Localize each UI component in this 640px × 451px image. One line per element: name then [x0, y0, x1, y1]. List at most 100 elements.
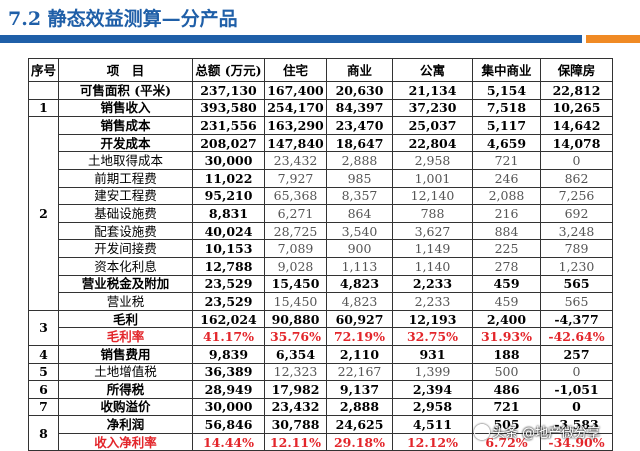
- row-label: 净利润: [58, 415, 193, 434]
- value-cell: 1,001: [392, 168, 473, 188]
- value-cell: 7,518: [472, 98, 541, 118]
- row-index: 1: [28, 98, 59, 118]
- value-cell: 486: [472, 380, 541, 399]
- value-cell: 2,394: [392, 380, 473, 399]
- table-row: 资本化利息 12,788 9,028 1,113 1,140 278 1,230: [29, 256, 613, 276]
- value-cell: 40,024: [192, 221, 265, 241]
- value-cell: 11,022: [192, 168, 265, 188]
- row-label: 销售成本: [58, 116, 193, 135]
- value-cell: 12.11%: [264, 432, 327, 451]
- row-label: 开发成本: [58, 133, 193, 153]
- value-cell: 246: [472, 168, 541, 188]
- value-cell: 24,625: [326, 415, 393, 434]
- row-label: 销售收入: [58, 98, 193, 118]
- value-cell: 35.76%: [264, 327, 327, 346]
- row-label: 可售面积 (平米): [58, 81, 193, 100]
- value-cell: 7,089: [264, 239, 327, 258]
- value-cell: 22,167: [326, 362, 393, 382]
- value-cell: 30,788: [264, 415, 327, 434]
- value-cell: 20,630: [326, 81, 393, 100]
- header-cell: 集中商业: [472, 58, 541, 82]
- value-cell: 22,812: [540, 81, 613, 100]
- value-cell: 12,788: [192, 256, 265, 276]
- table-row: 开发间接费 10,153 7,089 900 1,149 225 789: [29, 239, 613, 258]
- value-cell: 23,529: [192, 292, 265, 311]
- value-cell: 4,823: [326, 292, 393, 311]
- value-cell: 4,659: [472, 133, 541, 153]
- value-cell: 36,389: [192, 362, 265, 382]
- value-cell: 565: [540, 292, 613, 311]
- value-cell: 216: [472, 204, 541, 223]
- row-index: [28, 81, 59, 100]
- row-label: 前期工程费: [58, 168, 193, 188]
- row-label: 基础设施费: [58, 204, 193, 223]
- value-cell: 72.19%: [326, 327, 393, 346]
- row-label: 毛利: [58, 309, 193, 329]
- table-row: 7 收购溢价 30,000 23,432 2,888 2,958 721 0: [28, 397, 613, 417]
- value-cell: 862: [540, 168, 613, 188]
- row-label: 销售费用: [58, 344, 193, 364]
- value-cell: 15,450: [264, 274, 327, 294]
- value-cell: 29.18%: [326, 432, 393, 451]
- value-cell: 23,470: [326, 116, 393, 135]
- header-cell: 公寓: [392, 58, 473, 82]
- value-cell: 788: [392, 204, 473, 223]
- value-cell: 459: [472, 292, 541, 311]
- title-underline-orange: [586, 35, 640, 43]
- value-cell: 15,450: [264, 292, 327, 311]
- value-cell: 9,839: [192, 344, 265, 364]
- row-label: 营业税: [58, 292, 193, 311]
- value-cell: -4,377: [540, 309, 613, 329]
- page-title: 7.2 静态效益测算—分产品: [8, 8, 238, 30]
- value-cell: 23,432: [264, 397, 327, 417]
- value-cell: 231,556: [192, 116, 265, 135]
- value-cell: 28,949: [192, 380, 265, 399]
- value-cell: 14.44%: [192, 432, 265, 451]
- value-cell: 8,831: [192, 204, 265, 223]
- table-row: 可售面积 (平米) 237,130 167,400 20,630 21,134 5,154…: [28, 81, 613, 100]
- table-header-row: 序号 项 目 总额 (万元) 住宅 商业 公寓 集中商业 保障房: [28, 58, 613, 82]
- value-cell: 188: [472, 344, 541, 364]
- value-cell: 2,958: [392, 397, 473, 417]
- value-cell: 257: [540, 344, 613, 364]
- row-label: 土地取得成本: [58, 151, 193, 170]
- value-cell: 1,149: [392, 239, 473, 258]
- title-underline-blue: [0, 35, 582, 43]
- value-cell: 7,927: [264, 168, 327, 188]
- value-cell: 1,113: [326, 256, 393, 276]
- value-cell: 459: [472, 274, 541, 294]
- value-cell: 167,400: [264, 81, 327, 100]
- value-cell: 84,397: [326, 98, 393, 118]
- value-cell: 23,432: [264, 151, 327, 170]
- value-cell: 10,153: [192, 239, 265, 258]
- table-row: 毛利率 41.17% 35.76% 72.19% 32.75% 31.93% -42.64%: [29, 327, 613, 346]
- header-cell: 住宅: [264, 58, 327, 82]
- value-cell: 884: [472, 221, 541, 241]
- value-cell: 60,927: [326, 309, 393, 329]
- value-cell: 2,888: [326, 397, 393, 417]
- title-underline: [0, 35, 640, 43]
- table-body: 可售面积 (平米) 237,130 167,400 20,630 21,134 5,154…: [28, 81, 613, 451]
- value-cell: 17,982: [264, 380, 327, 399]
- table-row: 营业税金及附加 23,529 15,450 4,823 2,233 459 565: [29, 274, 613, 294]
- value-cell: 18,647: [326, 133, 393, 153]
- value-cell: 12,193: [392, 309, 473, 329]
- value-cell: 9,137: [326, 380, 393, 399]
- value-cell: 0: [540, 151, 613, 170]
- value-cell: -42.64%: [540, 327, 613, 346]
- value-cell: 21,134: [392, 81, 473, 100]
- row-label: 收购溢价: [58, 397, 193, 417]
- table-row: 建安工程费 95,210 65,368 8,357 12,140 2,088 7,256: [29, 186, 613, 206]
- value-cell: 162,024: [192, 309, 265, 329]
- value-cell: 163,290: [264, 116, 327, 135]
- value-cell: 41.17%: [192, 327, 265, 346]
- table-row: 5 土地增值税 36,389 12,323 22,167 1,399 500 0: [28, 362, 613, 382]
- row-index: 7: [28, 397, 59, 417]
- header-cell: 保障房: [540, 58, 613, 82]
- value-cell: 3,627: [392, 221, 473, 241]
- value-cell: 6,354: [264, 344, 327, 364]
- table-row: 土地取得成本 30,000 23,432 2,888 2,958 721 0: [29, 151, 613, 170]
- value-cell: -1,051: [540, 380, 613, 399]
- value-cell: 208,027: [192, 133, 265, 153]
- row-label: 毛利率: [58, 327, 193, 346]
